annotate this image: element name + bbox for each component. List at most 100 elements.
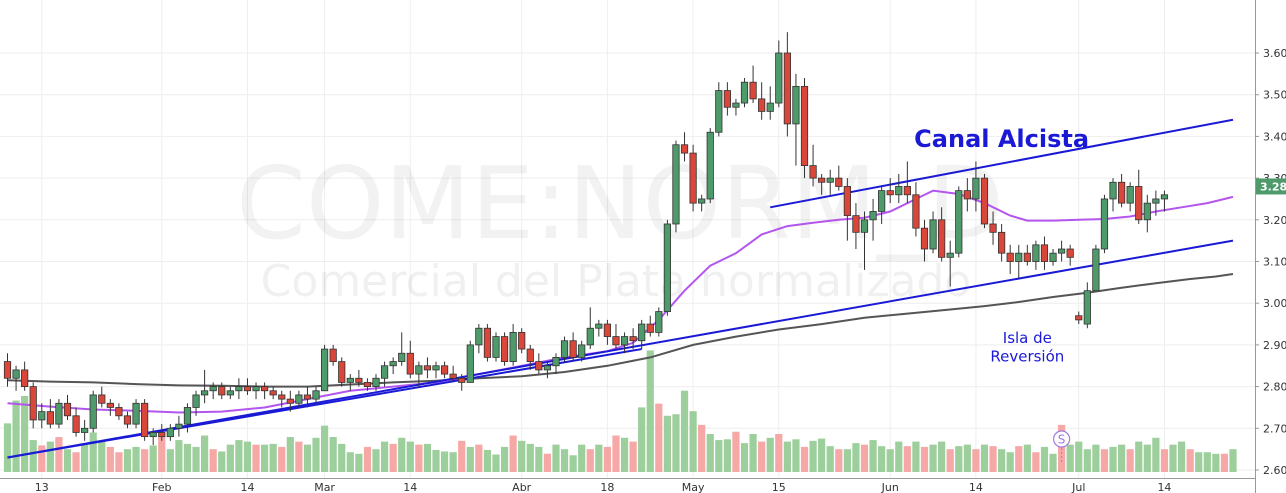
candle: [578, 340, 586, 362]
candle: [818, 173, 826, 195]
volume-bar: [560, 449, 569, 472]
volume-bar: [278, 446, 286, 472]
volume-bar: [218, 451, 226, 472]
candle: [355, 369, 363, 387]
volume-bar: [723, 439, 731, 472]
candle: [569, 332, 577, 362]
volume-bar: [1049, 453, 1057, 472]
candle: [226, 386, 234, 400]
split-marker-circle[interactable]: [1053, 430, 1071, 448]
candle: [1118, 173, 1126, 208]
volume-bar: [586, 449, 594, 472]
candle-body: [792, 85, 800, 125]
candle-body: [115, 407, 123, 417]
trendline: [7, 239, 1234, 459]
volume-bar: [3, 423, 12, 472]
candle: [1015, 244, 1023, 279]
candle-body: [1075, 315, 1083, 321]
candle: [243, 378, 252, 395]
candle-body: [878, 190, 886, 212]
candle-body: [989, 223, 997, 233]
volume-bar: [38, 445, 46, 472]
volume-bar: [89, 432, 97, 472]
volume-bar: [655, 403, 663, 472]
candle: [3, 353, 12, 387]
volume-bar: [29, 440, 37, 472]
split-marker[interactable]: S: [1053, 430, 1071, 462]
time-tick-label: Mar: [314, 481, 335, 493]
candle: [560, 336, 569, 362]
candle: [115, 403, 123, 420]
volume-bar: [475, 444, 483, 472]
time-tick-label: Feb: [152, 481, 171, 493]
candle: [835, 165, 843, 191]
candle: [800, 78, 809, 179]
time-tick-label: 14: [240, 481, 254, 493]
candle-body: [406, 352, 414, 375]
volume-bar: [269, 443, 277, 472]
volume-bar: [929, 444, 937, 472]
candle-body: [346, 377, 354, 383]
volume-bar: [166, 449, 174, 472]
candle-body: [972, 177, 980, 200]
candle: [209, 382, 217, 400]
candle: [338, 357, 346, 387]
candle: [89, 390, 97, 433]
last-price-badge: 3.28: [1256, 178, 1286, 195]
candle-body: [3, 361, 12, 379]
volume-bar: [21, 396, 29, 472]
volume-bar: [141, 449, 149, 472]
candle: [586, 307, 594, 350]
volume-bar: [1143, 444, 1151, 472]
candle: [12, 365, 20, 391]
candle-body: [141, 402, 149, 438]
candle: [620, 332, 629, 354]
candle-body: [1015, 252, 1023, 262]
short-moving-average-line: [7, 189, 1234, 414]
time-tick-label: Jun: [881, 481, 899, 493]
candle: [449, 365, 457, 383]
price-tick-label: 2.70: [1263, 422, 1286, 435]
candle-body: [886, 190, 894, 196]
candle: [38, 403, 46, 429]
last-price-label: 3.28: [1260, 180, 1286, 193]
volume-bar: [1075, 441, 1083, 472]
volume-bar: [46, 441, 54, 472]
candle-body: [338, 361, 346, 383]
candle-body: [938, 219, 946, 258]
volume-bar: [629, 441, 637, 472]
candle-body: [826, 177, 834, 183]
volume-bar: [63, 449, 72, 472]
candle: [792, 73, 800, 166]
moving-averages: [7, 189, 1234, 414]
candle: [269, 386, 277, 400]
volume-bar: [98, 441, 106, 472]
candle-body: [1023, 252, 1031, 262]
candle: [509, 324, 517, 366]
volume-bar: [183, 443, 192, 472]
candle-body: [912, 194, 920, 229]
volume-bar: [406, 441, 414, 472]
candle-body: [320, 348, 329, 392]
candle: [415, 361, 423, 387]
volume-bar: [740, 443, 749, 472]
candle: [766, 86, 774, 120]
candle-body: [183, 407, 192, 425]
volume-bar: [1195, 452, 1203, 472]
candle-body: [1049, 252, 1057, 262]
time-tick-label: 14: [969, 481, 983, 493]
candle: [123, 411, 132, 429]
volume-bar: [1160, 449, 1169, 472]
candle-body: [809, 165, 817, 179]
price-axis-background: [1255, 0, 1286, 493]
candle: [63, 394, 72, 420]
volume-bar: [81, 443, 89, 472]
volume-bar: [792, 439, 800, 472]
last-price-badge-box: [1256, 178, 1286, 195]
volume-bar: [646, 350, 654, 472]
candle-body: [663, 223, 671, 312]
candle-body: [620, 336, 629, 346]
candle: [920, 219, 929, 262]
candle-body: [518, 331, 526, 350]
